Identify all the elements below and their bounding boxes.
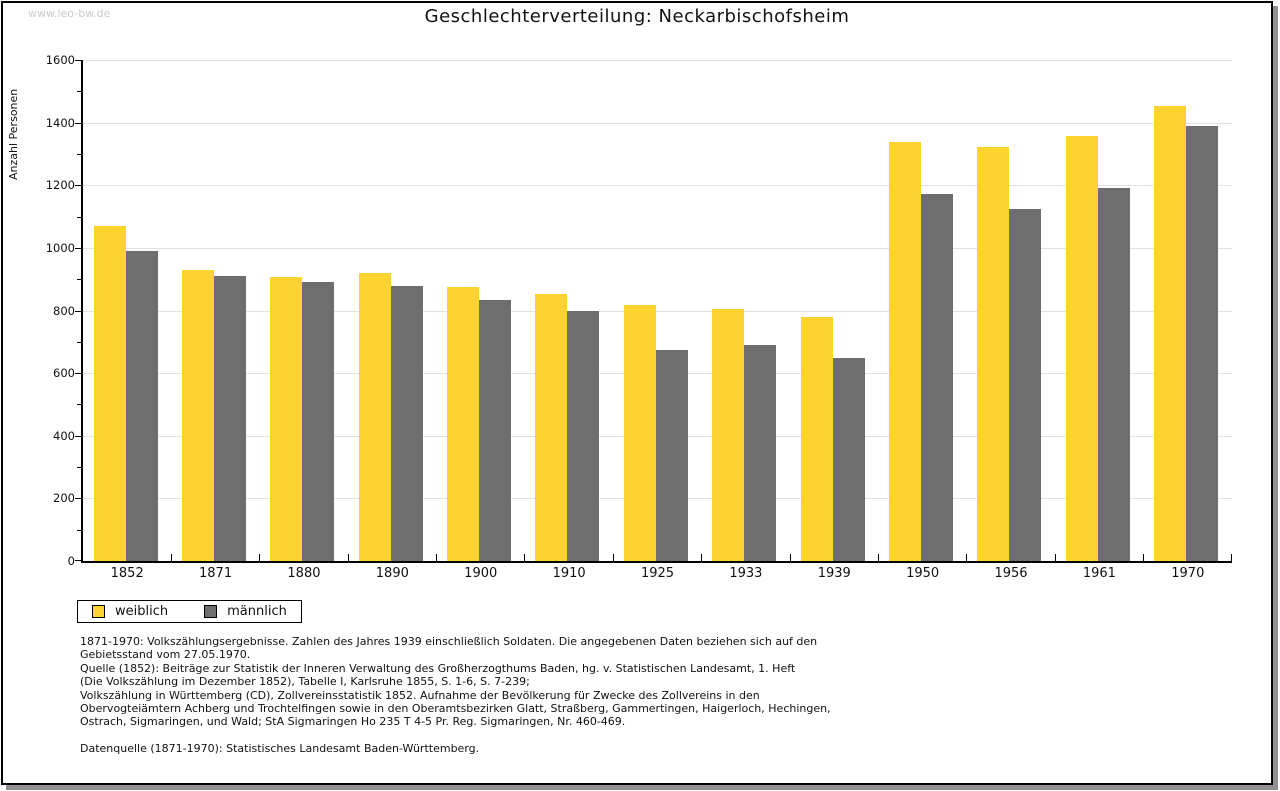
x-tick-7	[701, 554, 703, 561]
bar-männlich-1871	[213, 276, 246, 561]
bar-männlich-1961	[1097, 188, 1130, 561]
x-tick-label-1950: 1950	[906, 566, 940, 581]
y-tick-label-1200: 1200	[45, 178, 75, 193]
bar-weiblich-1939	[800, 316, 833, 561]
footnote-text: 1871-1970: Volkszählungsergebnisse. Zahl…	[80, 635, 831, 729]
x-tick-label-1900: 1900	[464, 566, 498, 581]
bar-männlich-1900	[479, 300, 512, 561]
x-tick-label-1880: 1880	[287, 566, 321, 581]
y-tick-label-1400: 1400	[45, 115, 75, 130]
x-tick-end	[1231, 554, 1232, 561]
y-tick-label-1600: 1600	[45, 53, 75, 67]
maennlich-swatch-icon	[204, 605, 218, 618]
y-tick-label-200: 200	[53, 491, 75, 506]
gridline-1000	[83, 247, 1232, 249]
bar-weiblich-1900	[447, 286, 480, 561]
y-minor-tick-1300	[77, 153, 81, 155]
bar-männlich-1970	[1186, 125, 1219, 561]
bar-männlich-1880	[302, 281, 335, 561]
y-minor-tick-100	[77, 529, 81, 531]
x-tick-label-1852: 1852	[110, 566, 144, 581]
bar-männlich-1950	[920, 194, 953, 561]
x-tick-6	[612, 554, 614, 561]
gridline-1600	[83, 60, 1232, 61]
x-tick-label-1925: 1925	[640, 566, 675, 581]
y-tick-1400	[75, 122, 81, 124]
x-tick-4	[436, 554, 438, 561]
x-tick-10	[966, 554, 968, 561]
watermark-text: www.leo-bw.de	[28, 7, 111, 20]
y-tick-label-600: 600	[53, 366, 75, 381]
y-minor-tick-1500	[77, 91, 81, 93]
legend-label-weiblich: weiblich	[115, 604, 169, 619]
gridline-1200	[83, 185, 1232, 187]
x-tick-label-1939: 1939	[817, 566, 851, 581]
bar-weiblich-1852	[93, 225, 126, 561]
legend-item-maennlich: männlich	[204, 604, 287, 619]
bar-weiblich-1956	[977, 147, 1010, 561]
bar-weiblich-1910	[535, 293, 568, 561]
x-tick-11	[1054, 554, 1056, 561]
bar-weiblich-1950	[888, 141, 921, 561]
y-minor-tick-900	[77, 279, 81, 281]
y-tick-1600	[75, 60, 81, 61]
legend-label-maennlich: männlich	[227, 604, 287, 619]
bar-weiblich-1890	[358, 272, 391, 561]
y-minor-tick-700	[77, 341, 81, 343]
bar-weiblich-1925	[623, 304, 656, 561]
y-tick-label-400: 400	[53, 428, 75, 443]
x-tick-9	[877, 554, 879, 561]
x-tick-3	[347, 554, 349, 561]
x-tick-label-1933: 1933	[729, 566, 763, 581]
bar-männlich-1956	[1009, 208, 1042, 561]
y-tick-label-1000: 1000	[45, 240, 75, 255]
y-tick-label-800: 800	[53, 303, 75, 318]
plot-area: 0 200 400 600 800 1000 1200 1400 1600 1852 1871 188…	[46, 53, 1232, 581]
x-tick-5	[524, 554, 526, 561]
y-tick-600	[75, 373, 81, 375]
x-tick-label-1956: 1956	[994, 566, 1028, 581]
legend-item-weiblich: weiblich	[92, 604, 168, 619]
datasource-text: Datenquelle (1871-1970): Statistisches L…	[80, 742, 480, 755]
bar-weiblich-1970	[1154, 105, 1187, 561]
bar-männlich-1890	[390, 286, 423, 561]
bar-weiblich-1933	[712, 308, 745, 561]
x-tick-label-1961: 1961	[1082, 566, 1116, 581]
x-tick-2	[259, 554, 261, 561]
y-minor-tick-1100	[77, 216, 81, 218]
bar-männlich-1925	[655, 349, 688, 561]
y-minor-tick-300	[77, 467, 81, 469]
bar-weiblich-1961	[1065, 135, 1098, 561]
y-tick-400	[75, 435, 81, 437]
y-tick-800	[75, 310, 81, 312]
bar-männlich-1939	[832, 358, 865, 561]
bar-männlich-1933	[744, 344, 777, 561]
legend: weiblich männlich	[77, 600, 302, 623]
x-tick-label-1890: 1890	[375, 566, 409, 581]
y-tick-label-0: 0	[67, 554, 75, 568]
chart-title: Geschlechterverteilung: Neckarbischofshe…	[424, 6, 850, 27]
weiblich-swatch-icon	[92, 605, 105, 618]
y-axis-label: Anzahl Personen	[7, 88, 20, 180]
y-tick-0	[75, 560, 81, 561]
x-tick-12	[1143, 554, 1145, 561]
bar-männlich-1852	[125, 251, 158, 561]
gridline-800	[83, 310, 1232, 312]
bar-männlich-1910	[567, 311, 600, 561]
x-tick-8	[789, 554, 791, 561]
y-tick-200	[75, 498, 81, 500]
x-tick-label-1871: 1871	[199, 566, 233, 581]
x-tick-label-1970: 1970	[1171, 566, 1205, 581]
y-tick-1200	[75, 185, 81, 187]
x-tick-label-1910: 1910	[552, 566, 586, 581]
y-minor-tick-500	[77, 404, 81, 406]
bar-weiblich-1880	[270, 276, 303, 561]
x-tick-1	[170, 554, 172, 561]
bar-weiblich-1871	[181, 270, 214, 561]
y-tick-1000	[75, 247, 81, 249]
gridline-1400	[83, 122, 1232, 124]
